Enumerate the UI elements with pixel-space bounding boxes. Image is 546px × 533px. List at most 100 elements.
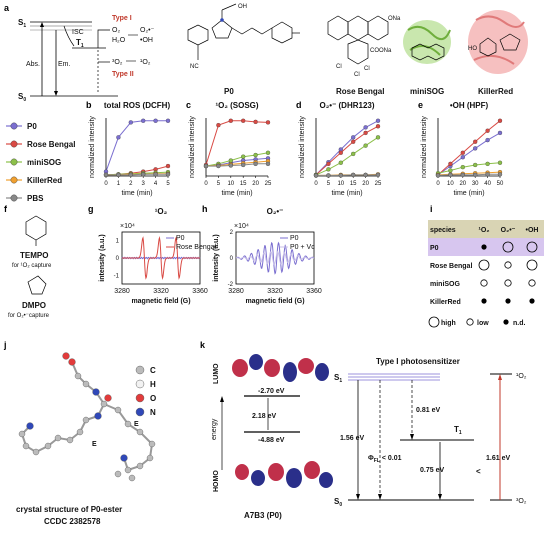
data-point: [363, 125, 368, 130]
lumo-lobe-1: [232, 359, 248, 377]
chart-frame: [235, 231, 315, 285]
chart-title: O₂•⁻: [267, 207, 284, 216]
chart-e: e •OH (HPF) time (min) normalized intensity…: [418, 100, 504, 197]
dmpo-ring: [27, 275, 47, 295]
data-point: [485, 172, 490, 177]
homo-energy: -4.88 eV: [258, 437, 285, 444]
data-point: [448, 161, 453, 166]
molecule-name-minisog: miniSOG: [410, 87, 444, 96]
data-point: [165, 172, 171, 177]
rb-cl-label-1: Cl: [336, 64, 342, 70]
homo-lobe-1: [235, 464, 249, 480]
legend-label: P0: [290, 235, 299, 242]
key-label: high: [441, 320, 456, 327]
panel-label-f: f: [4, 204, 8, 214]
mark-low: [504, 261, 512, 269]
element-swatch: [135, 365, 145, 375]
energy-diagram-title: Type I photosensitizer: [376, 357, 460, 366]
frontier-orbitals: LUMO HOMO energy -2.70 eV 2.18 eV -4.88 …: [211, 354, 333, 520]
data-point: [128, 172, 133, 178]
series-line: [315, 125, 379, 176]
homo-lobe-4: [286, 468, 302, 488]
ros-kinetics-charts: b total ROS (DCFH) time (min) normalized in…: [86, 100, 504, 197]
data-point: [216, 163, 221, 169]
mark-high: [478, 259, 490, 271]
data-point: [326, 161, 331, 166]
data-point: [338, 160, 343, 165]
chart-b: b total ROS (DCFH) time (min) normalized in…: [86, 100, 170, 197]
homo-lobe-3: [268, 463, 284, 481]
crystal-atom: [62, 352, 70, 360]
crystal-atom: [44, 442, 52, 450]
data-point: [351, 139, 356, 144]
rb-cl-label-3: Cl: [354, 72, 360, 78]
crystal-atom: [128, 474, 136, 482]
x-tick-label: 2: [129, 181, 133, 187]
y-axis-label: normalized intensity: [89, 116, 96, 178]
data-point: [253, 119, 258, 125]
crystal-atom: [114, 406, 122, 414]
rb-xanthene-ring-1: [327, 15, 349, 41]
crystal-atom: [148, 440, 156, 448]
type1-water: H₂O: [112, 37, 126, 44]
mark-high: [428, 316, 440, 328]
gap-energy: 2.18 eV: [252, 413, 276, 420]
data-point: [253, 152, 258, 158]
x-tick-label: 3360: [192, 288, 208, 295]
crystal-atom: [68, 358, 76, 366]
jablonski-diagram: S1 S0 T1 Abs. Em. ISC Type I O₂ H₂O O₂•⁻…: [18, 15, 155, 103]
mark-nd: [481, 244, 487, 250]
element-swatch: [135, 393, 145, 403]
legend-label: PBS: [27, 194, 44, 203]
crystal-atom: [120, 454, 128, 462]
mark-low: [528, 279, 536, 287]
x-tick-label: 4: [154, 181, 158, 187]
data-point: [326, 167, 331, 172]
lumo-lobe-5: [298, 358, 314, 374]
rb-ona-label: ONa: [388, 16, 401, 22]
data-point: [216, 123, 221, 128]
element-swatch: [135, 379, 145, 389]
crystal-atom: [136, 462, 144, 470]
mark-nd: [503, 319, 509, 325]
crystal-atom: [74, 372, 82, 380]
data-point: [351, 135, 356, 140]
data-point: [497, 160, 503, 165]
x-tick-label: 25: [265, 181, 272, 187]
p0-structure: [187, 3, 300, 60]
legend-label: Rose Bengal: [27, 140, 75, 149]
x-tick-label: 15: [240, 181, 247, 187]
type1-oh: •OH: [140, 37, 153, 44]
x-tick-label: 3320: [153, 288, 169, 295]
s1-energy-arrowhead: [356, 494, 360, 500]
crystal-atom: [136, 428, 144, 436]
table-header-cell: O₂•⁻: [501, 227, 516, 234]
lumo-lobe-4: [283, 362, 297, 382]
x-tick-label: 10: [447, 181, 454, 187]
x-tick-label: 10: [337, 181, 344, 187]
x-tick-label: 20: [459, 181, 466, 187]
crystal-atom: [100, 400, 108, 408]
data-point: [338, 150, 343, 155]
tempo-structure: [25, 215, 47, 246]
table-header-cell: •OH: [526, 227, 539, 234]
panel-label-i: i: [430, 204, 433, 214]
panel-label-b: b: [86, 100, 92, 110]
em-label: Em.: [58, 61, 71, 68]
x-tick-label: 30: [472, 181, 479, 187]
y-tick-label: 1: [116, 239, 120, 245]
x-tick-label: 5: [217, 181, 221, 187]
mark-low: [466, 318, 474, 326]
data-point: [265, 161, 271, 166]
homo-lobe-2: [251, 470, 265, 486]
data-point: [153, 118, 158, 123]
tempo-caption: for ¹O₂ capture: [12, 263, 52, 269]
data-point: [363, 143, 368, 148]
legend-label: KillerRed: [27, 176, 62, 185]
chart-title: total ROS (DCFH): [104, 101, 171, 110]
y-tick-label: 0: [116, 256, 120, 262]
energy-axis-label: energy: [211, 418, 218, 440]
x-tick-label: 15: [350, 181, 357, 187]
data-point: [485, 161, 490, 166]
data-point: [228, 158, 233, 163]
